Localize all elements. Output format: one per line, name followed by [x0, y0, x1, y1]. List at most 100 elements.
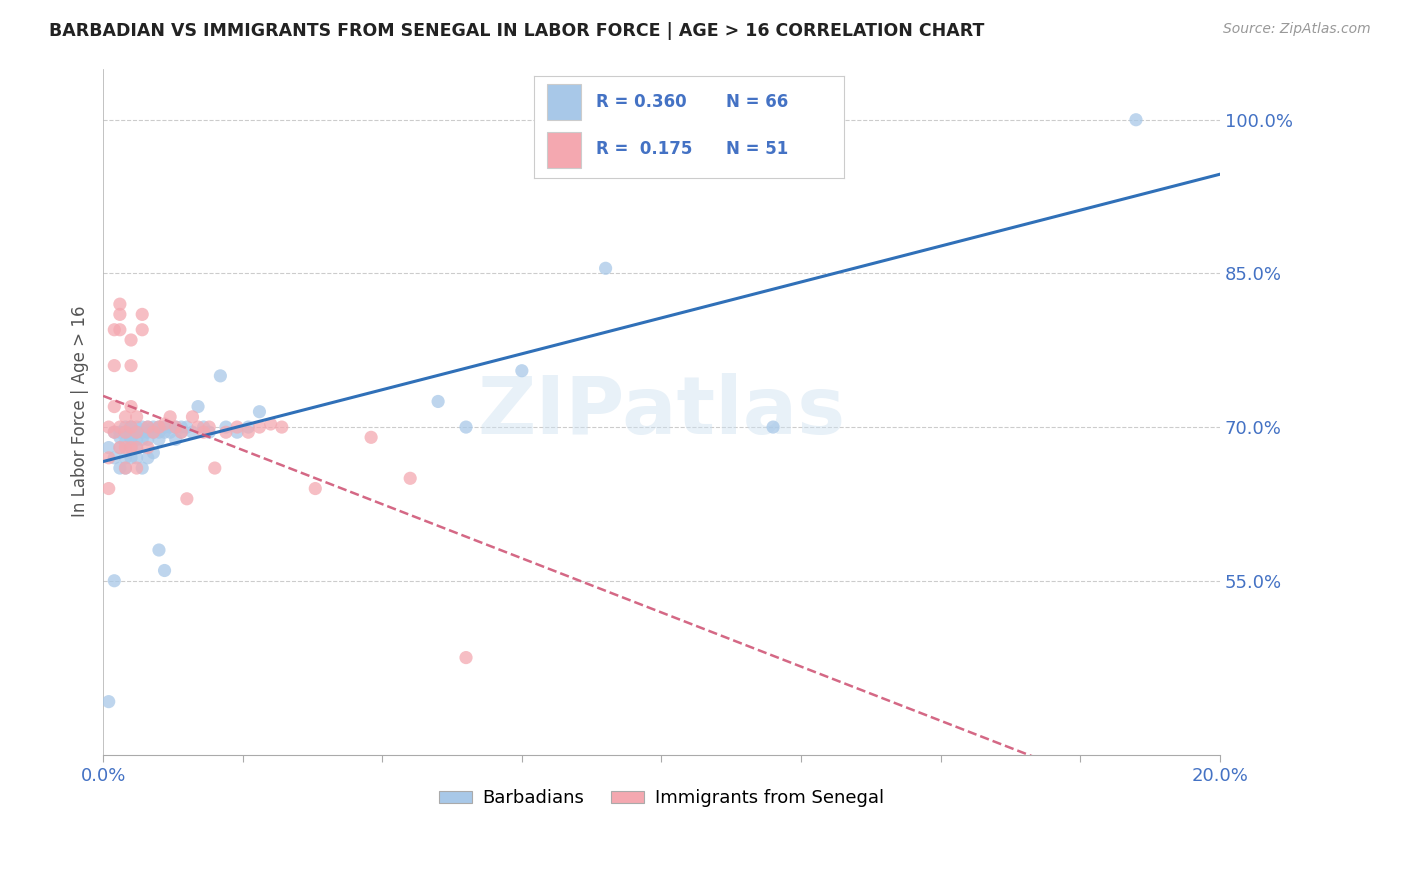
Point — [114, 409, 136, 424]
Point — [125, 450, 148, 465]
Point — [120, 400, 142, 414]
Point — [108, 323, 131, 337]
Point — [120, 420, 142, 434]
Text: R = 0.360: R = 0.360 — [596, 93, 686, 111]
Point — [103, 450, 125, 465]
Point — [193, 420, 215, 434]
Point — [170, 420, 193, 434]
Point — [125, 441, 148, 455]
Point — [170, 425, 193, 440]
Point — [193, 425, 215, 440]
Point — [108, 420, 131, 434]
Legend: Barbadians, Immigrants from Senegal: Barbadians, Immigrants from Senegal — [432, 782, 891, 814]
Point — [360, 430, 382, 444]
Point — [165, 420, 187, 434]
Point — [108, 461, 131, 475]
Point — [153, 417, 176, 431]
Point — [215, 420, 238, 434]
Point — [120, 425, 142, 440]
Text: BARBADIAN VS IMMIGRANTS FROM SENEGAL IN LABOR FORCE | AGE > 16 CORRELATION CHART: BARBADIAN VS IMMIGRANTS FROM SENEGAL IN … — [49, 22, 984, 40]
Point — [108, 441, 131, 455]
Point — [120, 430, 142, 444]
Point — [176, 420, 198, 434]
Point — [181, 425, 204, 440]
Point — [125, 425, 148, 440]
Point — [103, 425, 125, 440]
Point — [238, 420, 260, 434]
Point — [108, 441, 131, 455]
Point — [187, 420, 209, 434]
Point — [131, 307, 153, 321]
Point — [97, 450, 120, 465]
Point — [114, 461, 136, 475]
Point — [142, 420, 165, 434]
Point — [204, 461, 226, 475]
Point — [108, 425, 131, 440]
Y-axis label: In Labor Force | Age > 16: In Labor Force | Age > 16 — [72, 306, 89, 517]
Point — [97, 695, 120, 709]
Point — [97, 482, 120, 496]
Point — [136, 441, 159, 455]
Point — [114, 425, 136, 440]
Text: N = 66: N = 66 — [725, 93, 789, 111]
Point — [120, 450, 142, 465]
Point — [1125, 112, 1147, 127]
Point — [153, 564, 176, 578]
Point — [181, 409, 204, 424]
Point — [114, 435, 136, 450]
Point — [249, 405, 271, 419]
FancyBboxPatch shape — [547, 132, 581, 168]
Point — [595, 261, 617, 276]
Point — [125, 441, 148, 455]
Point — [131, 420, 153, 434]
Point — [215, 425, 238, 440]
Text: Source: ZipAtlas.com: Source: ZipAtlas.com — [1223, 22, 1371, 37]
Point — [226, 425, 249, 440]
Point — [159, 425, 181, 440]
Point — [97, 441, 120, 455]
Point — [399, 471, 422, 485]
Point — [762, 420, 785, 434]
Point — [103, 400, 125, 414]
Point — [153, 420, 176, 434]
Point — [120, 420, 142, 434]
Point — [125, 433, 148, 447]
Point — [114, 425, 136, 440]
Point — [108, 430, 131, 444]
Point — [270, 420, 292, 434]
Point — [131, 425, 153, 440]
Point — [108, 307, 131, 321]
Point — [108, 297, 131, 311]
FancyBboxPatch shape — [547, 84, 581, 120]
Point — [120, 333, 142, 347]
Point — [148, 420, 170, 434]
Point — [148, 425, 170, 440]
Point — [114, 461, 136, 475]
Point — [120, 441, 142, 455]
Point — [165, 420, 187, 434]
Point — [249, 420, 271, 434]
Text: N = 51: N = 51 — [725, 140, 789, 158]
Point — [142, 446, 165, 460]
Point — [198, 425, 221, 440]
Point — [454, 420, 477, 434]
Point — [136, 420, 159, 434]
Point — [120, 420, 142, 434]
Point — [187, 400, 209, 414]
Point — [142, 425, 165, 440]
Point — [125, 409, 148, 424]
Point — [148, 420, 170, 434]
Point — [226, 420, 249, 434]
Point — [148, 433, 170, 447]
Point — [125, 420, 148, 434]
Point — [125, 425, 148, 440]
Point — [136, 420, 159, 434]
Point — [176, 491, 198, 506]
Point — [510, 364, 533, 378]
Point — [454, 650, 477, 665]
Point — [131, 323, 153, 337]
Point — [427, 394, 450, 409]
Point — [97, 420, 120, 434]
Point — [198, 420, 221, 434]
Point — [153, 425, 176, 440]
